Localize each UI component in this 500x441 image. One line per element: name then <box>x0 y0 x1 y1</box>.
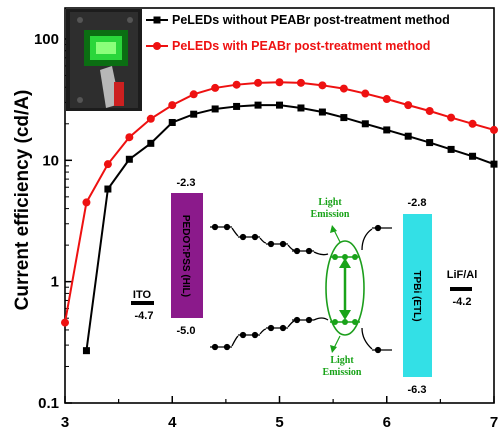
data-point-circle <box>382 95 391 104</box>
data-point-square <box>447 145 455 153</box>
data-point-circle <box>339 84 348 93</box>
data-point-square <box>104 185 112 193</box>
data-point-circle <box>103 160 112 169</box>
data-point-square <box>361 120 369 128</box>
data-point-circle <box>490 125 498 134</box>
ito-value: -4.7 <box>135 310 154 322</box>
y-tick-label: 100 <box>34 31 59 48</box>
data-point-circle <box>447 113 456 122</box>
light-emission-bottom-2: Emission <box>323 367 362 378</box>
data-point-circle <box>275 78 284 87</box>
data-point-circle <box>254 78 263 87</box>
axis-tick-labels: 3 4 5 6 7 0.1 1 10 100 <box>34 31 498 431</box>
legend-marker-circle <box>153 42 161 50</box>
data-point-square <box>125 155 133 163</box>
lifal-label: LiF/Al <box>447 269 478 281</box>
data-point-square <box>340 114 348 122</box>
y-tick-label: 10 <box>42 152 59 169</box>
data-point-square <box>297 104 305 112</box>
x-tick-label: 3 <box>61 414 69 431</box>
data-point-circle <box>296 78 305 87</box>
x-tick-label: 7 <box>490 414 498 431</box>
data-point-square <box>147 139 155 147</box>
light-emission-top-2: Emission <box>311 209 350 220</box>
data-point-circle <box>361 89 370 98</box>
data-point-circle <box>318 81 327 90</box>
legend: PeLEDs without PEABr post-treatment meth… <box>146 13 450 53</box>
energy-level-diagram: ITO -4.7 -2.3 -5.0 PEDOT:PSS (HIL) <box>131 177 477 396</box>
emission-zone <box>325 240 365 336</box>
data-point-square <box>190 110 198 118</box>
tpbi-block <box>403 214 432 377</box>
ito-label: ITO <box>133 289 152 301</box>
hole-transport-path <box>210 316 329 351</box>
pedot-bottom-value: -5.0 <box>177 325 196 337</box>
pedot-block <box>171 193 203 318</box>
data-point-circle <box>425 106 434 115</box>
y-axis-label: Current efficiency (cd/A) <box>12 90 33 311</box>
data-point-square <box>82 347 90 355</box>
data-point-square <box>469 152 477 160</box>
data-point-circle <box>468 119 477 128</box>
legend-marker-square <box>153 16 161 24</box>
data-point-square <box>426 139 434 147</box>
tpbi-label: TPBi (ETL) <box>411 270 422 321</box>
legend-label-without: PeLEDs without PEABr post-treatment meth… <box>172 13 450 27</box>
x-tick-label: 5 <box>275 414 283 431</box>
data-point-circle <box>232 80 241 89</box>
data-point-circle <box>211 83 220 92</box>
y-tick-label: 0.1 <box>38 395 59 412</box>
data-point-square <box>254 101 262 109</box>
data-point-circle <box>146 114 155 123</box>
data-point-circle <box>125 133 134 142</box>
data-point-square <box>383 126 391 134</box>
tpbi-top-value: -2.8 <box>408 197 427 209</box>
legend-label-with: PeLEDs with PEABr post-treatment method <box>172 39 430 53</box>
data-point-circle <box>168 101 177 110</box>
data-point-square <box>490 160 498 168</box>
data-point-square <box>318 108 326 116</box>
series-group <box>61 78 498 355</box>
pedot-label: PEDOT:PSS (HIL) <box>180 215 191 297</box>
device-photo-icon <box>66 9 142 111</box>
data-point-circle <box>61 318 69 327</box>
electron-transport-path <box>210 223 392 354</box>
data-point-square <box>168 118 176 126</box>
series-line-0 <box>85 104 495 351</box>
x-tick-label: 4 <box>168 414 177 431</box>
data-point-square <box>211 105 219 113</box>
data-point-circle <box>404 101 413 110</box>
emission-arrow-head-down <box>339 310 351 320</box>
light-emission-top-1: Light <box>318 197 342 208</box>
data-point-circle <box>189 90 198 99</box>
tpbi-bottom-value: -6.3 <box>408 384 427 396</box>
pedot-top-value: -2.3 <box>177 177 196 189</box>
data-point-square <box>404 132 412 140</box>
data-point-circle <box>82 198 91 207</box>
x-tick-label: 6 <box>383 414 391 431</box>
emission-arrow-head-up <box>339 258 351 268</box>
light-emission-bottom-1: Light <box>330 355 354 366</box>
data-point-square <box>276 101 283 109</box>
lifal-value: -4.2 <box>453 296 472 308</box>
y-tick-label: 1 <box>51 274 59 291</box>
data-point-square <box>233 102 241 110</box>
